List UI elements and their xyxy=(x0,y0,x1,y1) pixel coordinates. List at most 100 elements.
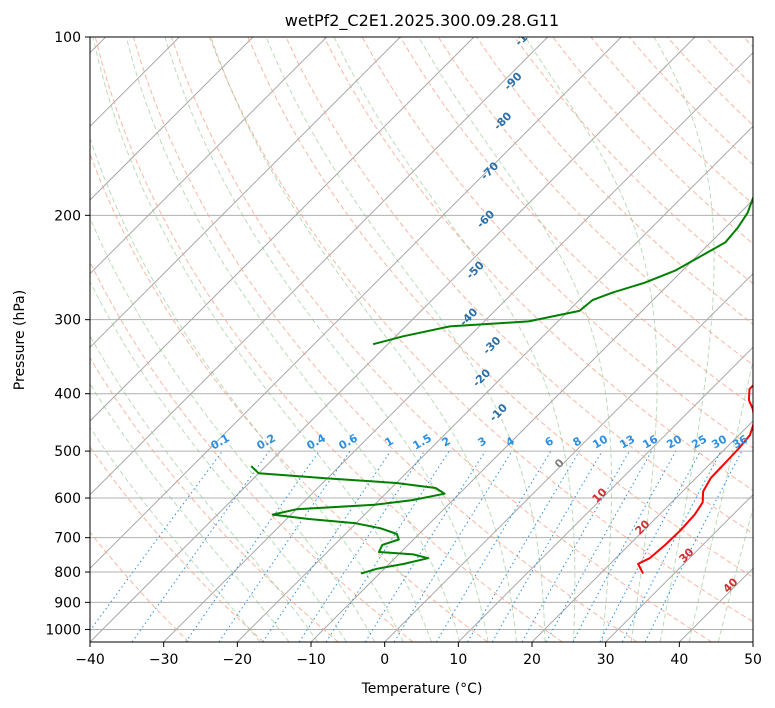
temperature-line xyxy=(637,384,753,575)
y-tick-label: 300 xyxy=(54,313,81,329)
isotherm-line xyxy=(90,37,622,570)
dry-adiabat xyxy=(90,531,190,642)
mixing-ratio-line xyxy=(393,450,513,642)
dry-adiabat xyxy=(90,356,339,642)
mixing-ratio-label: 16 xyxy=(640,432,660,451)
dewpoint-line xyxy=(250,465,446,575)
moist-adiabat-label: 0 xyxy=(552,456,567,471)
dry-adiabat xyxy=(285,37,753,535)
x-axis: −40 −30 −20 −10 0 10 20 30 40 50 xyxy=(75,642,762,668)
dry-adiabat xyxy=(399,37,753,407)
moist-adiabat xyxy=(688,358,753,642)
isotherm-line xyxy=(163,51,753,642)
x-tick-label: 40 xyxy=(670,652,688,668)
moist-adiabat xyxy=(418,37,613,642)
moist-adiabat xyxy=(265,37,546,642)
isotherm-line xyxy=(605,493,753,642)
mixing-ratio-label: 8 xyxy=(571,434,584,449)
x-tick-label: −20 xyxy=(223,652,253,668)
mixing-ratio-line xyxy=(131,450,270,642)
dry-adiabat xyxy=(361,37,753,449)
dry-adiabat xyxy=(90,260,414,642)
dry-adiabat-label: -10 xyxy=(487,401,510,424)
isotherm-line xyxy=(752,641,753,642)
moist-adiabat xyxy=(90,216,376,642)
moist-adiabat xyxy=(125,37,461,642)
moist-adiabat xyxy=(90,382,290,642)
background-grid xyxy=(90,37,753,642)
mixing-ratio-line xyxy=(621,450,722,642)
dry-adiabat xyxy=(90,446,264,642)
dry-adiabat-label: -70 xyxy=(478,159,501,182)
mixing-ratio-line xyxy=(572,450,677,642)
mixing-ratio-line xyxy=(545,450,653,642)
mixing-ratio-label: 20 xyxy=(664,432,684,451)
mixing-ratio-line xyxy=(435,450,552,642)
sounding-series xyxy=(250,195,753,575)
y-axis: 100 200 300 400 500 600 700 800 900 1000 xyxy=(45,30,90,638)
dewpoint-upper-line xyxy=(372,195,753,346)
dry-adiabat xyxy=(704,37,753,87)
moist-adiabat xyxy=(333,37,576,642)
dry-adiabat xyxy=(209,37,753,623)
x-tick-label: −40 xyxy=(75,652,105,668)
isotherm-line xyxy=(90,37,549,496)
dry-adiabat-label: -60 xyxy=(474,207,497,230)
mixing-ratio-line xyxy=(262,450,392,642)
chart-title: wetPf2_C2E1.2025.300.09.28.G11 xyxy=(285,11,559,31)
mixing-ratio-label: 6 xyxy=(543,434,556,449)
dry-adiabat xyxy=(476,37,753,325)
x-tick-label: 30 xyxy=(597,652,615,668)
dry-adiabat xyxy=(90,152,488,642)
moist-adiabat xyxy=(90,334,319,642)
isotherm-line xyxy=(531,420,753,642)
moist-adiabat xyxy=(90,426,261,642)
isotherm-line xyxy=(90,37,328,275)
mixing-ratio-line xyxy=(90,450,223,632)
y-tick-label: 100 xyxy=(54,30,81,46)
mixing-ratio-line xyxy=(467,450,580,642)
mixing-ratio-line xyxy=(325,450,450,642)
mixing-ratio-line xyxy=(298,450,425,642)
mixing-ratio-line xyxy=(599,450,701,642)
moist-adiabat xyxy=(92,37,432,642)
moist-adiabat xyxy=(90,280,347,642)
mixing-ratio-label: 0.4 xyxy=(305,431,329,452)
y-tick-label: 400 xyxy=(54,387,81,403)
reference-lines xyxy=(90,37,753,642)
mixing-ratio-label: 30 xyxy=(709,432,729,451)
dry-adiabat-label: -100 xyxy=(512,20,541,49)
mixing-ratio-line xyxy=(218,450,351,642)
mixing-ratio-label: 13 xyxy=(617,433,637,452)
dry-adiabat-label: -80 xyxy=(491,109,514,132)
moist-adiabat-label: 30 xyxy=(677,545,697,565)
moist-adiabat xyxy=(164,37,489,642)
isotherm-line xyxy=(457,346,753,642)
dry-adiabat-label: -30 xyxy=(480,334,503,357)
x-tick-label: 50 xyxy=(744,652,762,668)
dry-adiabat xyxy=(552,37,753,245)
isotherm-line xyxy=(90,37,401,349)
moist-adiabat-label: 40 xyxy=(721,575,741,595)
moist-adiabat-label: 10 xyxy=(590,485,610,505)
dry-adiabat-label: -90 xyxy=(501,70,524,93)
isotherm-line xyxy=(90,37,475,422)
mixing-ratio-label: 0.2 xyxy=(255,431,278,452)
plot-frame xyxy=(89,36,754,643)
x-axis-label: Temperature (°C) xyxy=(361,681,483,697)
x-tick-label: −30 xyxy=(149,652,179,668)
y-tick-label: 600 xyxy=(54,491,81,507)
mixing-ratio-label: 2 xyxy=(440,434,453,449)
mixing-ratio-line xyxy=(185,450,320,642)
dry-adiabat xyxy=(94,37,563,642)
mixing-ratio-line xyxy=(644,450,743,642)
mixing-ratio-label: 1 xyxy=(383,434,396,449)
dry-adiabat xyxy=(171,37,712,642)
dry-adiabat xyxy=(323,37,753,491)
dry-adiabat-label: -50 xyxy=(464,258,487,281)
isotherm-line xyxy=(236,125,753,642)
x-tick-label: 0 xyxy=(380,652,389,668)
dry-adiabat xyxy=(132,37,638,642)
mixing-ratio-label: 25 xyxy=(689,433,709,452)
